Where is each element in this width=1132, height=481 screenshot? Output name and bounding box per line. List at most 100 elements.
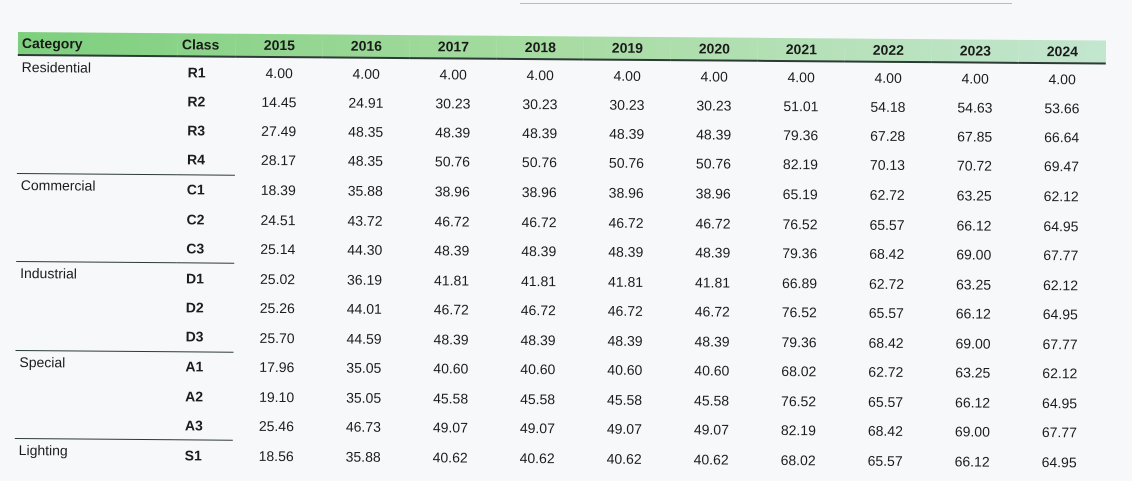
- value-cell: 46.72: [434, 212, 470, 230]
- value-cell: 48.35: [348, 123, 384, 140]
- category-cell: Commercial: [16, 173, 177, 205]
- value-cell: 53.66: [1044, 99, 1080, 117]
- value-cell: 38.96: [608, 184, 644, 202]
- value-cell: 79.36: [782, 244, 818, 262]
- value-cell: 4.00: [439, 65, 467, 83]
- value-cell: 49.07: [693, 421, 729, 438]
- value-cell: 49.07: [519, 420, 555, 437]
- value-cell: 45.58: [694, 391, 730, 409]
- value-cell: 63.25: [955, 276, 992, 293]
- value-cell: 82.19: [780, 422, 816, 439]
- value-cell: 66.64: [1044, 129, 1080, 146]
- value-cell: 41.81: [607, 273, 644, 290]
- value-cell: 4.00: [787, 68, 815, 85]
- value-cell: 19.10: [259, 388, 295, 405]
- class-cell: A1: [175, 351, 234, 382]
- value-cell: 65.57: [867, 452, 903, 469]
- value-cell: 68.02: [781, 363, 817, 380]
- value-cell: 35.05: [346, 359, 382, 377]
- header-year: 2017: [437, 38, 470, 55]
- header-year: 2023: [959, 42, 992, 59]
- value-cell: 65.57: [868, 304, 904, 322]
- value-cell: 62.12: [1042, 365, 1078, 382]
- value-cell: 30.23: [696, 97, 732, 114]
- category-cell: Residential: [21, 59, 92, 76]
- value-cell: 35.05: [346, 389, 382, 406]
- value-cell: 35.88: [345, 448, 381, 465]
- value-cell: 69.00: [956, 246, 992, 263]
- value-cell: 38.96: [695, 185, 731, 202]
- value-cell: 44.30: [347, 241, 383, 258]
- value-cell: 48.39: [435, 124, 471, 141]
- value-cell: 48.39: [608, 243, 644, 260]
- value-cell: 30.23: [609, 96, 645, 113]
- class-cell: S1: [174, 440, 233, 471]
- header-year: 2022: [872, 41, 905, 58]
- value-cell: 40.62: [693, 451, 729, 468]
- value-cell: 50.76: [434, 153, 471, 170]
- value-cell: 46.72: [694, 303, 730, 320]
- category-cell: Industrial: [15, 261, 177, 293]
- category-cell: [15, 409, 175, 440]
- value-cell: 46.73: [345, 418, 381, 435]
- category-cell: Special: [15, 350, 176, 382]
- value-cell: 68.42: [869, 245, 905, 262]
- value-cell: 40.60: [607, 361, 643, 379]
- value-cell: 48.39: [609, 125, 645, 142]
- value-cell: 25.70: [259, 329, 295, 346]
- value-cell: 40.62: [606, 450, 642, 467]
- value-cell: 68.42: [868, 334, 904, 351]
- header-class: Class: [181, 36, 220, 53]
- value-cell: 24.51: [260, 211, 296, 228]
- value-cell: 69.00: [955, 334, 991, 352]
- class-cell: C3: [186, 240, 205, 257]
- header-year: 2019: [611, 39, 644, 56]
- value-cell: 46.72: [608, 214, 644, 231]
- header-year: 2015: [263, 36, 296, 54]
- value-cell: 38.96: [521, 184, 557, 201]
- value-cell: 66.89: [781, 274, 818, 291]
- category-cell: Lighting: [14, 438, 175, 470]
- value-cell: 40.62: [519, 449, 555, 467]
- value-cell: 46.72: [607, 302, 643, 320]
- value-cell: 35.88: [347, 182, 383, 199]
- value-cell: 76.52: [782, 215, 818, 232]
- category-cell: [17, 85, 177, 115]
- value-cell: 67.28: [870, 127, 906, 144]
- value-cell: 24.91: [348, 94, 384, 111]
- value-cell: 64.95: [1042, 306, 1078, 323]
- value-cell: 67.85: [957, 128, 993, 145]
- class-cell: R3: [187, 122, 206, 139]
- value-cell: 4.00: [352, 65, 380, 82]
- value-cell: 4.00: [700, 67, 728, 85]
- value-cell: 50.76: [608, 155, 645, 172]
- value-cell: 49.07: [432, 419, 468, 436]
- value-cell: 69.47: [1043, 158, 1080, 175]
- class-cell: R4: [186, 151, 205, 168]
- value-cell: 27.49: [261, 122, 297, 140]
- value-cell: 82.19: [782, 156, 819, 173]
- value-cell: 67.77: [1041, 424, 1077, 441]
- value-cell: 44.59: [346, 330, 382, 347]
- value-cell: 62.12: [1043, 188, 1079, 205]
- value-cell: 40.60: [433, 360, 469, 377]
- value-cell: 45.58: [433, 389, 469, 407]
- value-cell: 69.00: [954, 423, 990, 440]
- value-cell: 79.36: [781, 333, 817, 350]
- value-cell: 44.01: [346, 300, 382, 317]
- value-cell: 50.76: [695, 155, 732, 173]
- header-category: Category: [21, 35, 83, 52]
- value-cell: 4.00: [961, 70, 989, 87]
- value-cell: 40.62: [432, 449, 468, 466]
- category-cell: [15, 321, 175, 352]
- value-cell: 62.72: [869, 186, 905, 204]
- value-cell: 48.39: [434, 242, 470, 259]
- category-cell: [16, 291, 176, 321]
- value-cell: 67.77: [1043, 247, 1079, 264]
- value-cell: 4.00: [613, 67, 641, 84]
- value-cell: 18.56: [258, 447, 294, 464]
- value-cell: 79.36: [783, 126, 819, 144]
- value-cell: 48.39: [694, 332, 730, 350]
- value-cell: 66.12: [956, 216, 992, 234]
- category-cell: [17, 144, 177, 175]
